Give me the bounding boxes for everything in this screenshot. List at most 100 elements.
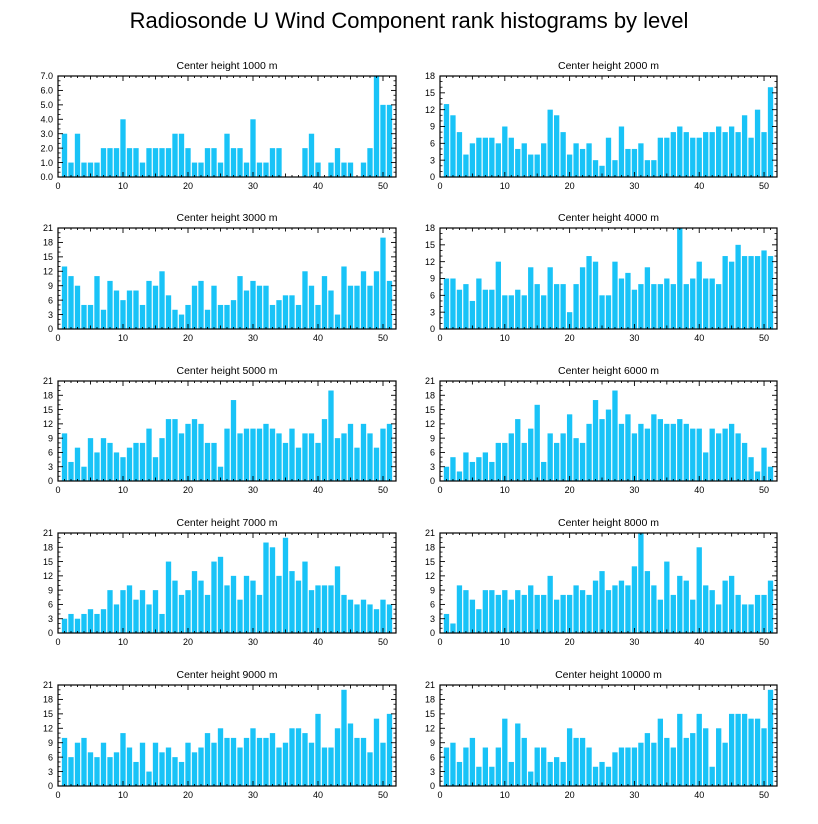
histogram-bar [612,585,618,633]
histogram-bar [61,737,68,786]
histogram-bar [502,442,508,481]
histogram-bar [573,438,579,481]
histogram-bar [528,428,534,481]
histogram-bar [612,261,618,329]
histogram-bar [748,137,754,177]
histogram-bar [690,733,696,786]
histogram-bar [230,148,237,177]
histogram-bar [315,162,321,177]
histogram-bar [683,284,689,329]
histogram-panel-5: Center height 5000 m 0 10 20 30 40 50 0 3 6 9 12 15 1… [43,365,397,495]
histogram-bar [767,466,774,481]
panel-title: Center height 4000 m [558,212,659,224]
histogram-bar [476,278,482,329]
histogram-bar [443,104,450,177]
histogram-bar [237,433,243,481]
histogram-bar [677,713,683,786]
histogram-bar [178,433,185,481]
histogram-bar [386,280,393,329]
panel-title: Center height 7000 m [177,517,278,529]
x-tick-label: 50 [759,181,769,191]
x-tick-label: 10 [118,637,128,647]
y-tick-label: 9 [48,738,53,748]
histogram-bar [638,284,644,329]
histogram-bar [224,737,230,786]
histogram-bar [495,594,501,633]
histogram-bar [74,742,81,786]
histogram-bar [547,267,553,329]
histogram-bar [276,575,282,633]
histogram-bar [321,747,328,786]
histogram-bar [625,414,631,481]
y-tick-label: 15 [425,405,435,415]
y-tick-label: 12 [43,723,53,733]
y-tick-label: 6 [430,139,435,149]
histogram-bar [334,566,341,633]
histogram-bar [224,585,230,633]
y-tick-label: 18 [43,695,53,705]
histogram-bar [204,148,211,177]
histogram-bar [133,148,139,177]
histogram-bar [302,561,308,633]
histogram-bar [664,423,670,481]
histogram-bar [754,109,761,177]
histogram-bar [612,390,618,481]
histogram-bar [139,742,146,786]
histogram-bar [450,623,456,633]
histogram-bar [204,442,211,481]
y-tick-label: 1.0 [40,158,53,168]
histogram-bar [644,267,651,329]
histogram-bar [651,414,657,481]
histogram-bar [341,433,347,481]
histogram-bar [328,290,334,329]
panel-title: Center height 6000 m [558,365,659,377]
histogram-bar [521,143,527,177]
histogram-bar [554,757,560,786]
histogram-bar [528,154,534,177]
histogram-bar [605,137,612,177]
histogram-bar [211,561,217,633]
y-tick-label: 15 [43,405,53,415]
y-tick-label: 3 [48,614,53,624]
histogram-bar [94,276,100,329]
y-tick-label: 18 [425,390,435,400]
histogram-bar [696,261,702,329]
histogram-bar [651,742,657,786]
histogram-bar [638,533,644,633]
histogram-bar [172,133,178,177]
histogram-bar [360,271,367,329]
histogram-bar [579,442,586,481]
histogram-bar [152,148,159,177]
histogram-bar [68,162,74,177]
histogram-bar [703,452,709,481]
histogram-bar [139,590,146,633]
histogram-bar [217,466,224,481]
x-tick-label: 30 [248,790,258,800]
histogram-bar [696,713,702,786]
x-tick-label: 20 [183,485,193,495]
histogram-bar [703,585,709,633]
histogram-bar [443,613,450,633]
histogram-bar [217,162,224,177]
y-tick-label: 21 [43,376,53,386]
histogram-bar [308,742,315,786]
histogram-bar [198,580,204,633]
x-tick-label: 20 [183,790,193,800]
histogram-bar [146,428,152,481]
histogram-bar [515,419,521,481]
histogram-bar [302,433,308,481]
histogram-bar [139,304,146,329]
histogram-panel-7: Center height 7000 m 0 10 20 30 40 50 0 3 6 9 12 15 1… [43,517,397,647]
histogram-bar [263,285,269,329]
histogram-bar [456,132,463,177]
histogram-bar [321,276,328,329]
x-tick-label: 10 [118,790,128,800]
histogram-bar [243,428,250,481]
histogram-bar [469,300,476,329]
histogram-bar [81,466,87,481]
histogram-bar [735,594,741,633]
histogram-bar [165,419,172,481]
y-tick-label: 21 [425,680,435,690]
histogram-bar [696,137,702,177]
histogram-bar [217,728,224,786]
